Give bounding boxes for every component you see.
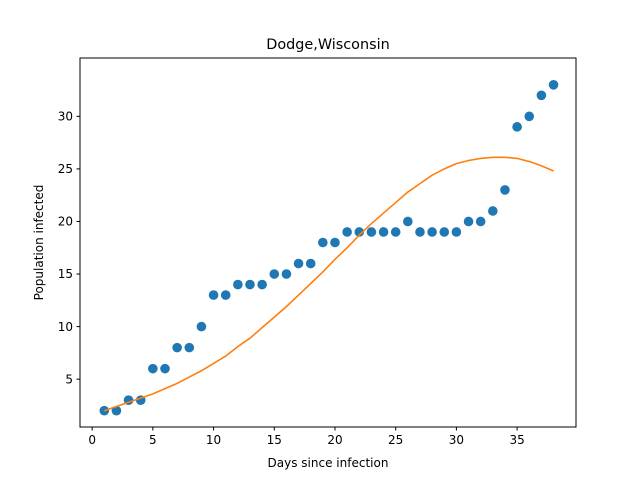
- x-tick-label: 0: [88, 433, 96, 447]
- y-tick-label: 5: [65, 372, 73, 386]
- x-tick-label: 25: [388, 433, 403, 447]
- x-axis-ticks: 0 5 10 15 20 25 30 35: [88, 427, 525, 447]
- data-point: [536, 90, 547, 101]
- data-point: [548, 80, 559, 90]
- data-point: [318, 237, 328, 248]
- y-tick-label: 10: [58, 320, 73, 334]
- y-tick-label: 20: [58, 215, 73, 229]
- x-tick-label: 35: [509, 433, 524, 447]
- data-point: [293, 258, 304, 269]
- y-axis-ticks: 5 10 15 20 25 30: [58, 110, 80, 386]
- data-point: [269, 269, 280, 279]
- data-point: [220, 290, 231, 300]
- x-tick-label: 20: [327, 433, 342, 447]
- data-point: [439, 227, 450, 237]
- x-tick-label: 10: [206, 433, 221, 447]
- chart-title: Dodge,Wisconsin: [266, 37, 389, 53]
- data-point: [488, 206, 498, 216]
- data-point: [342, 227, 352, 237]
- x-tick-label: 5: [149, 433, 157, 447]
- x-axis-label: Days since infection: [268, 456, 389, 470]
- data-point: [111, 405, 122, 416]
- data-point: [257, 279, 267, 290]
- data-point: [281, 269, 292, 279]
- fit-curve: [104, 156, 554, 412]
- y-tick-label: 25: [58, 162, 73, 176]
- data-point: [354, 227, 365, 237]
- data-point: [330, 237, 340, 248]
- data-point: [378, 227, 389, 237]
- data-point: [463, 216, 474, 227]
- data-point: [233, 279, 243, 290]
- data-point: [172, 342, 182, 353]
- data-point: [500, 185, 510, 195]
- data-point: [427, 227, 437, 237]
- data-point: [366, 227, 377, 237]
- x-tick-label: 30: [449, 433, 464, 447]
- plot-frame: [79, 57, 577, 428]
- data-point: [184, 342, 195, 353]
- data-point: [160, 363, 170, 374]
- data-point: [148, 363, 158, 374]
- data-point: [305, 258, 316, 269]
- y-tick-label: 30: [58, 110, 73, 124]
- data-point: [415, 227, 425, 237]
- data-point: [196, 321, 207, 332]
- data-point: [208, 290, 219, 300]
- data-point: [475, 216, 486, 227]
- data-point: [390, 227, 401, 237]
- data-point: [403, 216, 413, 227]
- y-axis-label: Population infected: [32, 185, 46, 301]
- x-tick-label: 15: [267, 433, 282, 447]
- y-tick-label: 15: [58, 267, 73, 281]
- data-point: [512, 122, 522, 132]
- data-point: [524, 111, 535, 122]
- data-point: [451, 227, 462, 237]
- data-point: [245, 279, 255, 290]
- series-layer: [99, 80, 559, 416]
